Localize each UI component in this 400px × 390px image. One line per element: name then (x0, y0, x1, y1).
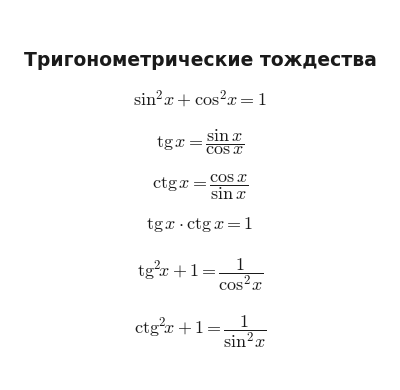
Text: $\mathrm{tg}\,x \cdot \mathrm{ctg}\,x = 1$: $\mathrm{tg}\,x \cdot \mathrm{ctg}\,x = … (146, 215, 254, 234)
Text: $\mathrm{tg}^{2}\!x + 1 = \dfrac{1}{\cos^2\!x}$: $\mathrm{tg}^{2}\!x + 1 = \dfrac{1}{\cos… (137, 257, 263, 293)
Text: Тригонометрические тождества: Тригонометрические тождества (24, 51, 376, 70)
Text: $\mathrm{ctg}\,x = \dfrac{\cos x}{\sin x}$: $\mathrm{ctg}\,x = \dfrac{\cos x}{\sin x… (152, 172, 248, 202)
Text: $\mathrm{ctg}^{2}\!x + 1 = \dfrac{1}{\sin^2\!x}$: $\mathrm{ctg}^{2}\!x + 1 = \dfrac{1}{\si… (134, 313, 266, 350)
Text: $\mathrm{tg}\,x = \dfrac{\sin x}{\cos x}$: $\mathrm{tg}\,x = \dfrac{\sin x}{\cos x}… (156, 128, 244, 157)
Text: $\sin^2\!x + \cos^2\!x = 1$: $\sin^2\!x + \cos^2\!x = 1$ (133, 89, 267, 110)
